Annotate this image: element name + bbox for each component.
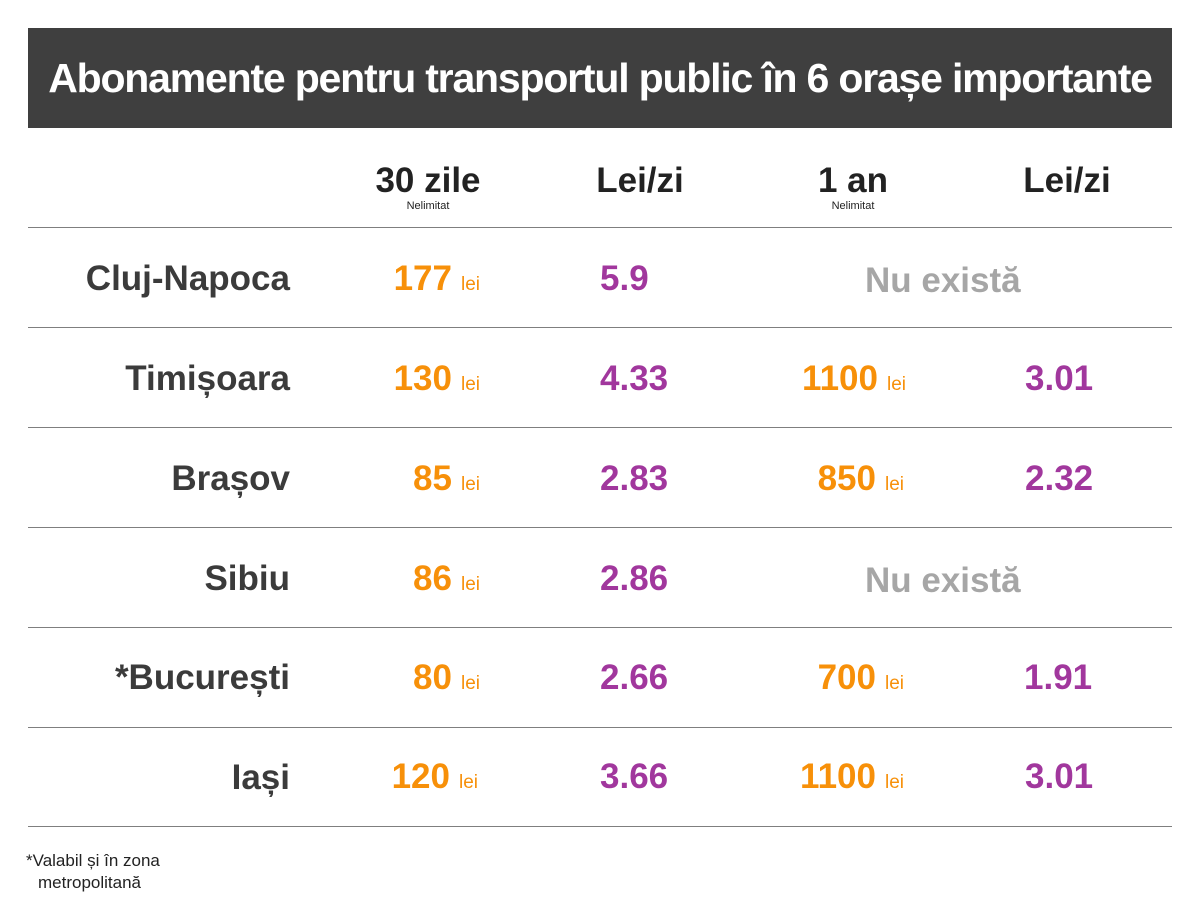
page-title: Abonamente pentru transportul public în … xyxy=(48,54,1153,101)
footnote-line: *Valabil și în zona xyxy=(26,851,160,870)
currency-unit: lei xyxy=(458,772,478,793)
year-price-value: 1100 xyxy=(800,757,876,796)
column-header-year-per-day: Lei/zi xyxy=(993,162,1141,200)
year-per-day: 3.01 xyxy=(1025,757,1094,796)
city-name: Cluj-Napoca xyxy=(85,259,290,298)
year-price-value: 1100 xyxy=(802,359,878,398)
row-divider xyxy=(28,627,1172,628)
year-per-day: 1.91 xyxy=(1024,658,1093,697)
month-price: 120 lei xyxy=(392,757,478,797)
city-name: Timișoara xyxy=(125,359,290,398)
currency-unit: lei xyxy=(884,772,904,793)
city-name: Brașov xyxy=(171,459,290,498)
currency-unit: lei xyxy=(460,673,480,694)
currency-unit: lei xyxy=(884,474,904,495)
month-price-value: 130 xyxy=(393,359,452,398)
year-price: 1100 lei xyxy=(802,359,906,399)
column-header-30-days: 30 zile Nelimitat xyxy=(354,161,502,213)
column-header-label: 30 zile xyxy=(375,161,481,200)
year-price-value: 850 xyxy=(817,459,876,498)
column-header-sublabel: Nelimitat xyxy=(406,200,450,212)
month-per-day: 2.83 xyxy=(600,459,669,498)
month-price-value: 86 xyxy=(413,559,452,598)
month-price: 80 lei xyxy=(413,658,480,698)
year-price-value: 700 xyxy=(817,658,876,697)
row-divider xyxy=(28,826,1172,827)
currency-unit: lei xyxy=(886,374,906,395)
currency-unit: lei xyxy=(460,274,480,295)
month-per-day: 3.66 xyxy=(600,757,669,796)
month-price: 177 lei xyxy=(394,259,480,299)
currency-unit: lei xyxy=(460,574,480,595)
year-price: 850 lei xyxy=(818,459,904,499)
year-price: 1100 lei xyxy=(800,757,904,797)
month-price-value: 120 xyxy=(391,757,450,796)
month-per-day: 4.33 xyxy=(600,359,669,398)
row-divider xyxy=(28,527,1172,528)
column-header-label: Lei/zi xyxy=(596,161,684,200)
row-divider xyxy=(28,327,1172,328)
column-header-label: Lei/zi xyxy=(1023,161,1111,200)
month-per-day: 2.66 xyxy=(600,658,669,697)
row-divider xyxy=(28,227,1172,228)
column-header-1-year: 1 an Nelimitat xyxy=(779,161,927,213)
month-per-day: 2.86 xyxy=(600,559,669,598)
year-per-day: 3.01 xyxy=(1025,359,1094,398)
city-name: Sibiu xyxy=(204,559,290,598)
column-header-sublabel: Nelimitat xyxy=(831,200,875,212)
title-banner: Abonamente pentru transportul public în … xyxy=(28,28,1172,128)
month-per-day: 5.9 xyxy=(600,259,649,298)
year-price: 700 lei xyxy=(818,658,904,698)
year-per-day: 2.32 xyxy=(1025,459,1094,498)
column-header-month-per-day: Lei/zi xyxy=(566,162,714,200)
month-price: 86 lei xyxy=(413,559,480,599)
currency-unit: lei xyxy=(460,374,480,395)
city-name: *București xyxy=(114,658,290,697)
currency-unit: lei xyxy=(460,474,480,495)
month-price-value: 177 xyxy=(393,259,452,298)
row-divider xyxy=(28,727,1172,728)
month-price: 130 lei xyxy=(394,359,480,399)
year-not-available: Nu există xyxy=(865,261,1021,300)
month-price-value: 80 xyxy=(413,658,452,697)
currency-unit: lei xyxy=(884,673,904,694)
city-name: Iași xyxy=(231,758,290,797)
row-divider xyxy=(28,427,1172,428)
month-price-value: 85 xyxy=(413,459,452,498)
year-not-available: Nu există xyxy=(865,561,1021,600)
column-header-label: 1 an xyxy=(817,161,889,200)
footnote-line: metropolitană xyxy=(38,873,142,892)
footnote: *Valabil și în zona metropolitană xyxy=(26,850,160,894)
month-price: 85 lei xyxy=(413,459,480,499)
